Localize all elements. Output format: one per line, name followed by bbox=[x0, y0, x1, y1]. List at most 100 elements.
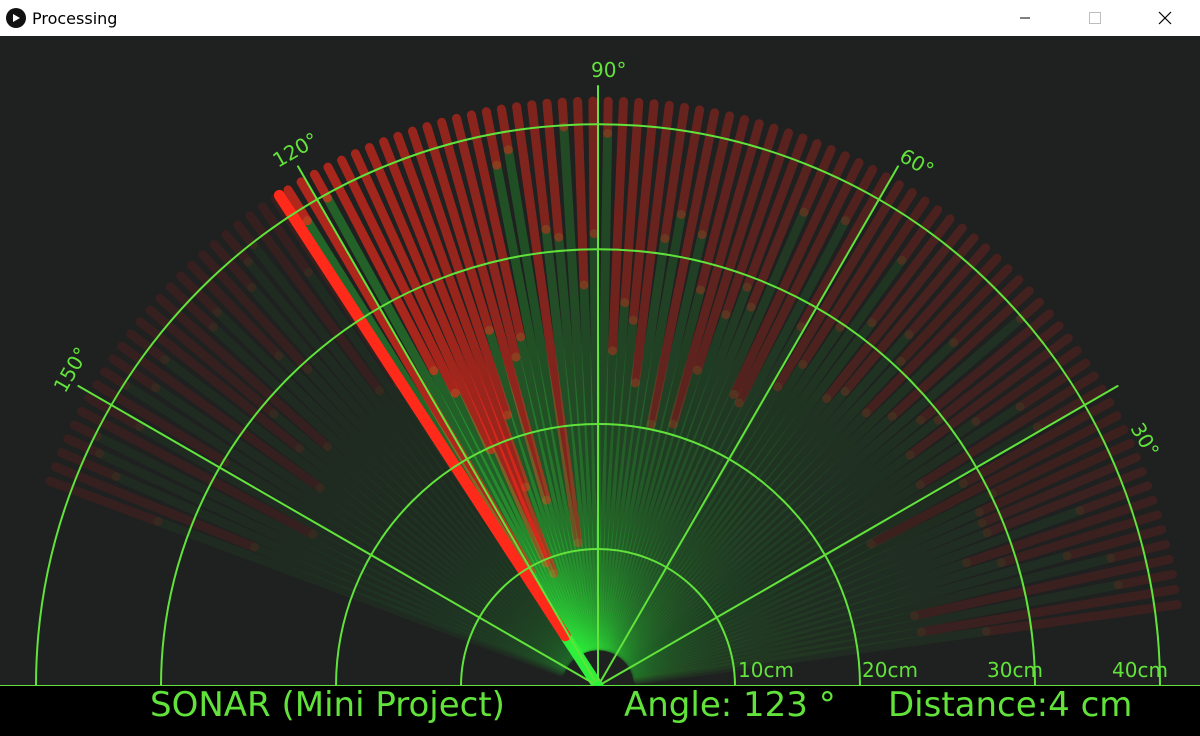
object-trail-line bbox=[840, 233, 979, 396]
object-trail-line bbox=[746, 139, 822, 312]
sweep-trail-line bbox=[315, 483, 570, 668]
sweep-trail-line bbox=[622, 338, 959, 663]
sweep-trail-line bbox=[633, 626, 991, 685]
object-trail-line bbox=[861, 264, 1013, 418]
angle-ray bbox=[597, 385, 1119, 687]
range-label-40cm: 40cm bbox=[1112, 658, 1168, 682]
sweep-trail-line bbox=[604, 419, 678, 652]
object-trail-line bbox=[916, 309, 1054, 425]
object-trail-line bbox=[982, 467, 1147, 538]
object-trail-line bbox=[840, 165, 878, 226]
sweep-trail-line bbox=[243, 257, 578, 660]
sweep-trail-line bbox=[502, 410, 590, 653]
object-trail-line bbox=[283, 185, 312, 226]
sweep-trail-line bbox=[605, 365, 702, 653]
distance-label: Distance: bbox=[888, 685, 1049, 725]
sweep-trail-line bbox=[631, 558, 1006, 679]
object-trail-line bbox=[117, 341, 325, 493]
sweep-trail-line bbox=[111, 472, 566, 675]
object-trail-line bbox=[696, 115, 749, 295]
object-trail-line bbox=[233, 220, 258, 250]
object-trail-line bbox=[742, 133, 808, 292]
sweep-trail-line bbox=[620, 356, 906, 662]
angle-label-90: 90° bbox=[591, 58, 626, 82]
object-trail-line bbox=[958, 397, 1115, 488]
sweep-trail-line bbox=[594, 128, 613, 651]
object-trail-line bbox=[512, 102, 583, 548]
sweep-trail-line bbox=[632, 580, 1123, 683]
sweep-trail-line bbox=[615, 322, 845, 658]
object-trail-line bbox=[323, 162, 439, 376]
object-trail-line bbox=[77, 406, 318, 539]
title-bar[interactable]: Processing bbox=[0, 0, 1200, 36]
object-trail-line bbox=[974, 438, 1135, 517]
object-trail-line bbox=[70, 420, 102, 441]
sweep-trail-line bbox=[606, 310, 731, 653]
sweep-trail-line bbox=[619, 386, 850, 660]
sweep-trail-line bbox=[632, 553, 1116, 681]
sweep-trail-line bbox=[121, 380, 569, 669]
angle-label-150: 150° bbox=[49, 343, 94, 397]
sweep-trail-line bbox=[485, 445, 586, 655]
status-bar bbox=[0, 686, 1200, 736]
object-trail-line bbox=[962, 495, 1158, 568]
object-trail-line bbox=[773, 180, 904, 392]
object-trail-line bbox=[676, 105, 705, 219]
object-trail-line bbox=[198, 250, 313, 374]
sweep-trail-line bbox=[628, 479, 968, 672]
maximize-icon bbox=[1089, 12, 1101, 24]
sweep-trail-line bbox=[630, 518, 987, 675]
sweep-trail-line bbox=[303, 364, 576, 661]
object-trail-line bbox=[1015, 358, 1091, 412]
sweep-trail-line bbox=[511, 352, 593, 652]
object-trail-line bbox=[337, 155, 460, 398]
sweep-trail-line bbox=[450, 388, 585, 655]
sweep-trail-line bbox=[596, 298, 630, 651]
object-trail-line bbox=[887, 286, 1034, 421]
sweep-trail-line bbox=[618, 394, 832, 660]
object-trail-line bbox=[977, 452, 1141, 528]
current-object-line bbox=[273, 189, 571, 642]
object-trail-line bbox=[187, 260, 284, 361]
distance-value: 4 bbox=[1048, 685, 1070, 725]
sweep-trail-line bbox=[629, 539, 876, 672]
close-button[interactable] bbox=[1130, 0, 1200, 36]
object-trail-line bbox=[145, 305, 279, 419]
object-trail-line bbox=[668, 119, 764, 429]
sweep-trail-line bbox=[611, 398, 744, 655]
angle-readout: Angle: 123 ° bbox=[624, 683, 836, 727]
sweep-trail-line bbox=[599, 234, 670, 651]
object-trail-line bbox=[693, 123, 779, 375]
radar-grid bbox=[0, 85, 1200, 691]
sweep-trail-line bbox=[614, 382, 783, 657]
object-trail-line bbox=[628, 99, 659, 325]
angle-ray bbox=[77, 385, 599, 687]
sweep-trail-line bbox=[308, 529, 568, 672]
sweep-trail-line bbox=[247, 283, 577, 661]
sweep-trail-line bbox=[375, 386, 579, 659]
maximize-button[interactable] bbox=[1060, 0, 1130, 36]
sweep-trail-line bbox=[607, 282, 752, 653]
object-trail-line bbox=[84, 393, 145, 432]
object-trail-line bbox=[364, 143, 551, 568]
sweep-trail-line bbox=[429, 366, 584, 655]
sweep-trail-line bbox=[213, 307, 574, 663]
minimize-button[interactable] bbox=[990, 0, 1060, 36]
distance-readout: Distance:4 cm bbox=[888, 683, 1132, 727]
sweep-trail-line bbox=[220, 457, 569, 670]
object-trail-line bbox=[721, 128, 793, 320]
sweep-trail-line bbox=[623, 411, 897, 664]
sweep-trail-line bbox=[503, 145, 596, 651]
sweep-trail-line bbox=[573, 538, 597, 651]
object-trail-line bbox=[165, 282, 218, 332]
radar-display: 30° 60° 90° 120° 150° 10cm 20cm 30cm 40c… bbox=[0, 58, 1200, 692]
object-trail-line bbox=[734, 158, 864, 408]
sweep-trail-line bbox=[603, 285, 705, 652]
object-trail-line bbox=[1032, 384, 1107, 432]
angle-label: Angle: bbox=[624, 685, 733, 725]
sweep-trail-line bbox=[631, 558, 972, 678]
object-trail-line bbox=[557, 97, 569, 132]
sweep-trail-line bbox=[617, 318, 877, 659]
object-trail-line bbox=[45, 476, 163, 526]
